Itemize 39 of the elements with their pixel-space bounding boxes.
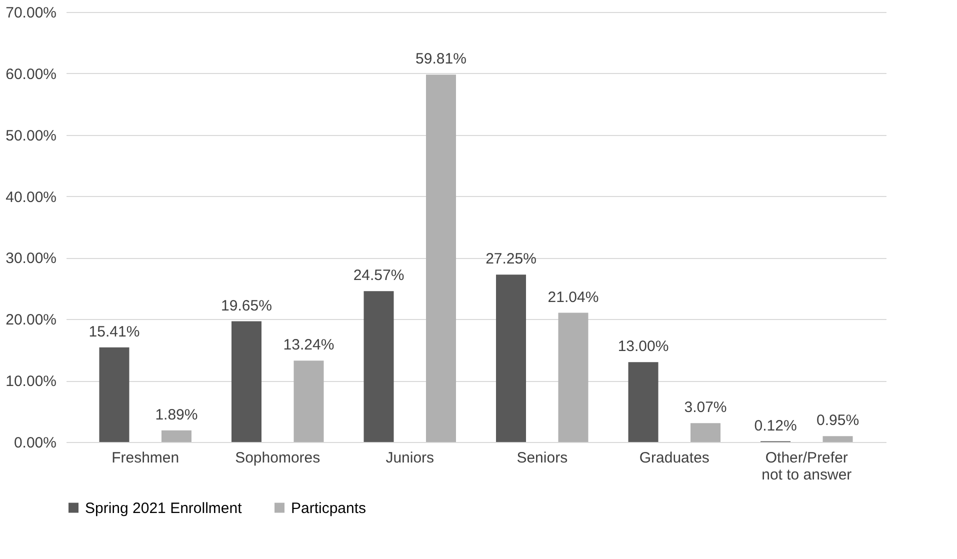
data-label: 19.65% xyxy=(221,297,272,314)
bar xyxy=(294,360,324,442)
bar xyxy=(364,291,394,442)
x-tick-label: Juniors xyxy=(386,450,434,466)
y-tick-label: 70.00% xyxy=(6,4,56,22)
data-label: 13.24% xyxy=(283,336,334,354)
legend-label: Spring 2021 Enrollment xyxy=(85,500,243,517)
bar xyxy=(231,321,262,442)
bar xyxy=(558,312,588,442)
bar xyxy=(628,362,658,442)
x-tick-label: Other/Prefer not to answer xyxy=(762,450,852,484)
y-tick-label: 50.00% xyxy=(6,127,56,144)
data-label: 27.25% xyxy=(486,250,536,268)
bar xyxy=(426,74,456,442)
bar xyxy=(496,274,526,442)
bar xyxy=(99,347,130,442)
x-tick-label: Sophomores xyxy=(235,450,320,466)
x-tick-label: Freshmen xyxy=(112,450,180,466)
data-label: 13.00% xyxy=(618,338,669,356)
data-label: 1.89% xyxy=(155,406,198,424)
x-tick-label: Seniors xyxy=(516,450,568,466)
bar xyxy=(822,436,853,442)
y-tick-label: 60.00% xyxy=(6,66,56,83)
bar xyxy=(161,430,192,442)
y-tick-label: 40.00% xyxy=(6,188,56,206)
data-label: 59.81% xyxy=(416,50,466,68)
data-label: 3.07% xyxy=(684,399,727,416)
y-tick-label: 0.00% xyxy=(14,434,56,452)
y-tick-label: 30.00% xyxy=(6,250,56,268)
data-label: 0.95% xyxy=(816,412,860,430)
x-tick-label: Graduates xyxy=(639,450,710,466)
y-tick-label: 10.00% xyxy=(6,373,56,390)
data-label: 0.12% xyxy=(754,417,797,434)
data-label: 15.41% xyxy=(88,323,140,340)
bar xyxy=(690,423,721,442)
y-tick-label: 20.00% xyxy=(6,312,56,329)
data-label: 21.04% xyxy=(548,288,599,306)
data-label: 24.57% xyxy=(353,267,404,284)
legend-label: Particpants xyxy=(291,500,366,517)
